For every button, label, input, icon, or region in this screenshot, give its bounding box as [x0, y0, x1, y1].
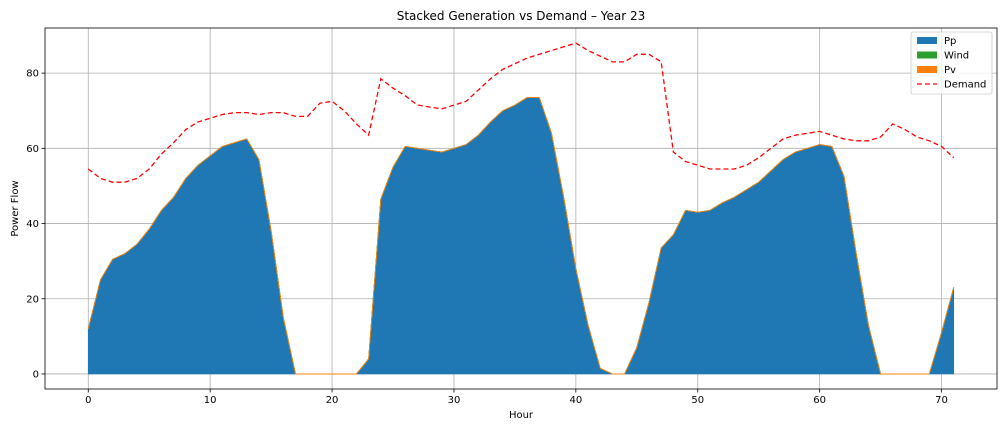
x-tick-label: 30: [448, 395, 461, 406]
x-tick-label: 70: [935, 395, 948, 406]
legend-label-pp: Pp: [944, 36, 956, 47]
ticks: 0 10 20 30 40 50 60 70 0 20 40 60 80: [26, 69, 948, 406]
y-tick-label: 0: [33, 369, 39, 380]
area-edge-pv: [87, 97, 955, 375]
x-tick-label: 0: [85, 395, 91, 406]
x-tick-label: 40: [569, 395, 582, 406]
legend-label-demand: Demand: [944, 80, 986, 91]
y-axis-label: Power Flow: [10, 180, 21, 236]
legend-swatch-pv: [917, 66, 937, 73]
chart-title: Stacked Generation vs Demand – Year 23: [397, 9, 646, 23]
y-tick-label: 40: [26, 219, 39, 230]
x-tick-label: 50: [691, 395, 704, 406]
line-layer: [87, 42, 955, 183]
y-tick-label: 60: [26, 144, 39, 155]
x-axis-label: Hour: [509, 410, 534, 421]
x-tick-label: 60: [813, 395, 826, 406]
y-tick-label: 80: [26, 69, 39, 80]
x-tick-label: 20: [326, 395, 339, 406]
legend-swatch-wind: [917, 51, 937, 59]
y-tick-label: 20: [26, 294, 39, 305]
legend-label-pv: Pv: [944, 65, 956, 76]
legend: Pp Wind Pv Demand: [910, 31, 993, 95]
legend-box: [910, 31, 993, 95]
area-layer: [87, 97, 955, 375]
x-tick-label: 10: [204, 395, 217, 406]
plot-frame: [44, 27, 998, 390]
area-pp: [87, 97, 955, 375]
legend-label-wind: Wind: [944, 51, 969, 62]
legend-swatch-pp: [917, 37, 937, 44]
line-demand: [87, 42, 955, 183]
